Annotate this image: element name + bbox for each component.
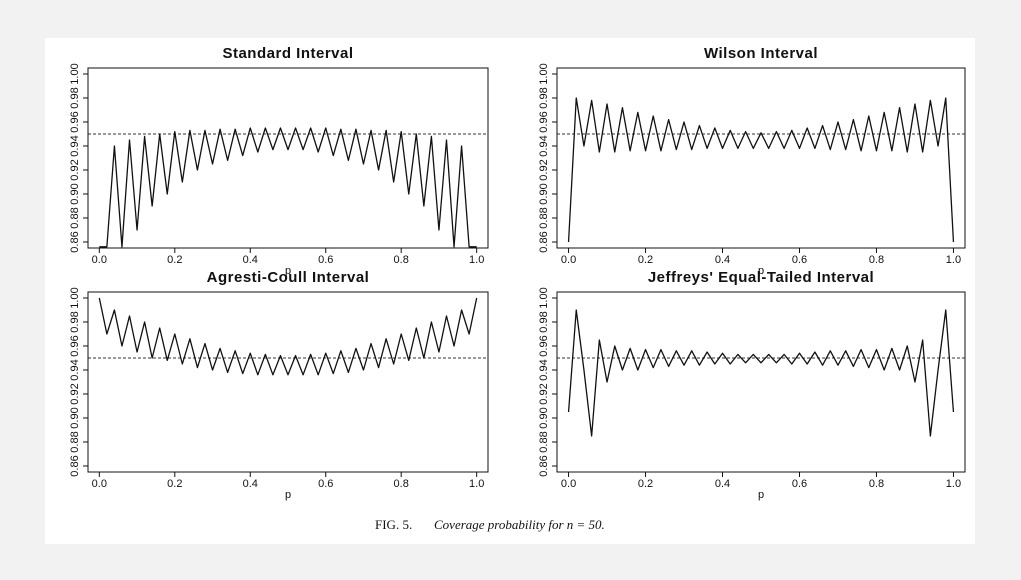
y-tick-label: 0.98 (538, 311, 550, 332)
x-tick-label: 0.0 (561, 254, 576, 266)
x-axis-label: p (285, 265, 291, 277)
coverage-line (98, 297, 478, 376)
y-tick-label: 0.94 (69, 135, 81, 156)
axes-frame (87, 291, 489, 473)
panel: Agresti-Coull Interval 0.86 0.88 0.90 0.92 0.… (69, 269, 489, 501)
x-tick-label: 0.4 (715, 254, 730, 266)
coverage-line (99, 127, 477, 248)
caption-text: Coverage probability for n = 50. (434, 517, 605, 532)
y-tick-label: 0.96 (538, 335, 550, 356)
x-tick-label: 0.6 (318, 478, 333, 490)
x-tick-label: 0.2 (638, 478, 653, 490)
x-tick-label: 0.0 (92, 254, 107, 266)
x-tick-label: 0.8 (869, 478, 884, 490)
y-tick-label: 0.88 (69, 207, 81, 228)
panel: Standard Interval 0.86 0.88 0.90 0.92 0.94 0.9… (69, 45, 489, 277)
y-tick-label: 0.86 (69, 455, 81, 476)
y-tick-label: 0.96 (69, 111, 81, 132)
panel-title: Wilson Interval (704, 45, 818, 62)
x-tick-label: 1.0 (469, 478, 484, 490)
x-axis-label: p (758, 265, 764, 277)
panel-title: Agresti-Coull Interval (207, 269, 370, 286)
x-tick-label: 0.6 (792, 254, 807, 266)
x-tick-label: 1.0 (469, 254, 484, 266)
x-tick-label: 0.4 (715, 478, 730, 490)
y-tick-label: 0.90 (69, 407, 81, 428)
axes-frame (87, 67, 489, 249)
panel-title: Standard Interval (222, 45, 353, 62)
x-tick-label: 0.8 (394, 478, 409, 490)
y-tick-label: 1.00 (538, 287, 550, 308)
y-tick-label: 0.94 (538, 135, 550, 156)
y-tick-label: 0.90 (538, 407, 550, 428)
y-tick-label: 0.98 (69, 311, 81, 332)
x-tick-label: 0.4 (243, 254, 258, 266)
panel-title: Jeffreys' Equal-Tailed Interval (648, 269, 874, 286)
y-tick-label: 0.92 (69, 383, 81, 404)
x-tick-label: 0.6 (792, 478, 807, 490)
x-tick-label: 0.4 (243, 478, 258, 490)
y-tick-label: 0.92 (69, 159, 81, 180)
y-tick-label: 0.90 (69, 183, 81, 204)
y-tick-label: 0.98 (69, 87, 81, 108)
x-tick-label: 0.8 (394, 254, 409, 266)
y-tick-label: 0.92 (538, 383, 550, 404)
coverage-line (567, 97, 955, 243)
y-tick-label: 0.86 (69, 231, 81, 252)
x-tick-label: 0.2 (638, 254, 653, 266)
x-axis-label: p (285, 489, 291, 501)
y-tick-label: 0.94 (538, 359, 550, 380)
figure-background (45, 38, 975, 544)
x-tick-label: 0.0 (92, 478, 107, 490)
y-tick-label: 0.88 (538, 207, 550, 228)
y-tick-label: 0.88 (538, 431, 550, 452)
axes-frame (556, 291, 966, 473)
x-tick-label: 0.6 (318, 254, 333, 266)
caption-label: FIG. 5. (375, 517, 412, 532)
x-tick-label: 0.0 (561, 478, 576, 490)
y-tick-label: 1.00 (538, 63, 550, 84)
panel: Wilson Interval 0.86 0.88 0.90 0.92 0.94 0.96 0… (538, 45, 966, 277)
x-tick-label: 0.8 (869, 254, 884, 266)
y-tick-label: 1.00 (69, 287, 81, 308)
y-tick-label: 0.94 (69, 359, 81, 380)
coverage-line (567, 309, 955, 437)
y-tick-label: 0.96 (538, 111, 550, 132)
y-tick-label: 0.86 (538, 231, 550, 252)
x-tick-label: 1.0 (946, 254, 961, 266)
y-tick-label: 0.96 (69, 335, 81, 356)
axes-frame (556, 67, 966, 249)
panel: Jeffreys' Equal-Tailed Interval 0.86 0.88 0… (538, 269, 966, 501)
x-axis-label: p (758, 489, 764, 501)
y-tick-label: 0.98 (538, 87, 550, 108)
y-tick-label: 0.88 (69, 431, 81, 452)
y-tick-label: 1.00 (69, 63, 81, 84)
y-tick-label: 0.90 (538, 183, 550, 204)
x-tick-label: 0.2 (167, 254, 182, 266)
x-tick-label: 0.2 (167, 478, 182, 490)
y-tick-label: 0.86 (538, 455, 550, 476)
y-tick-label: 0.92 (538, 159, 550, 180)
x-tick-label: 1.0 (946, 478, 961, 490)
